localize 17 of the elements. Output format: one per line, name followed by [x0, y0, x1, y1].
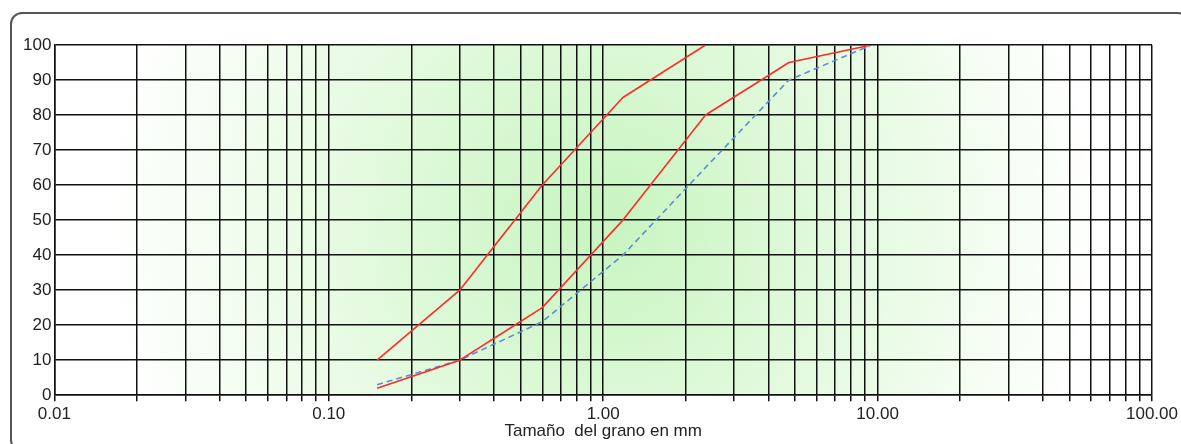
y-tick-label: 100 [22, 34, 52, 54]
y-tick-label: 90 [32, 69, 52, 89]
y-tick-label: 10 [32, 349, 52, 369]
y-tick-label: 60 [32, 174, 52, 194]
y-tick-label: 70 [32, 139, 52, 159]
x-tick-label: 100.00 [1126, 404, 1178, 424]
x-tick-label: 1.00 [586, 404, 620, 424]
x-axis-title: Tamaño del grano en mm [504, 421, 702, 441]
y-tick-label: 20 [32, 314, 52, 334]
y-tick-label: 0 [41, 384, 52, 404]
x-tick-label: 0.10 [312, 404, 346, 424]
x-tick-label: 10.00 [856, 404, 899, 424]
y-tick-label: 40 [32, 244, 52, 264]
y-tick-label: 30 [32, 279, 52, 299]
x-tick-label: 0.01 [37, 404, 71, 424]
y-tick-label: 80 [32, 104, 52, 124]
y-tick-label: 50 [32, 209, 52, 229]
